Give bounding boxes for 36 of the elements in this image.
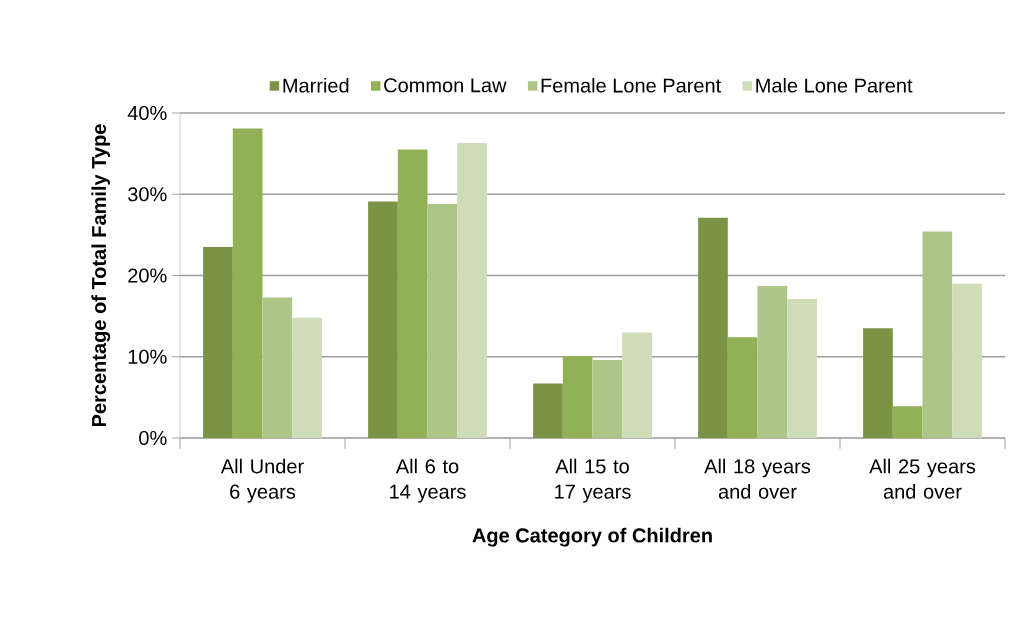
- bar: [952, 283, 982, 438]
- legend-label: Male Lone Parent: [756, 77, 913, 93]
- bar: [922, 231, 953, 438]
- bar: [232, 128, 263, 438]
- bar: [533, 383, 563, 438]
- bar: [203, 247, 233, 438]
- bar: [397, 149, 428, 438]
- legend-label: Married: [283, 77, 349, 93]
- bar: [292, 317, 322, 438]
- y-axis-title: Percentage of Total Family Type: [91, 124, 111, 427]
- legend-label: Common Law: [384, 78, 507, 93]
- bar: [727, 337, 758, 438]
- x-axis-title: Age Category of Children: [472, 527, 712, 547]
- bar: [698, 217, 728, 438]
- bar: [427, 204, 458, 438]
- bar: [368, 201, 398, 438]
- bar: [592, 360, 623, 438]
- x-tick-label: All 18 years and over: [704, 458, 811, 499]
- y-tick-label: 10%: [128, 349, 167, 364]
- bar: [757, 286, 788, 438]
- bar: [622, 332, 652, 438]
- bar: [562, 355, 593, 438]
- bar: [863, 328, 893, 438]
- bar: [262, 297, 293, 438]
- bar: [787, 299, 817, 438]
- bar: [892, 406, 923, 438]
- y-tick-label: 0%: [139, 430, 167, 446]
- x-tick-label: All 15 to 17 years: [555, 458, 631, 503]
- x-tick-label: All 6 to 14 years: [390, 458, 466, 503]
- y-tick-label: 20%: [128, 268, 167, 283]
- x-tick-label: All Under 6 years: [220, 458, 304, 503]
- bar: [457, 143, 487, 438]
- y-tick-label: 40%: [127, 105, 167, 121]
- x-tick-label: All 25 years and over: [869, 458, 976, 499]
- y-tick-label: 30%: [128, 187, 167, 202]
- legend-label: Female Lone Parent: [541, 77, 722, 93]
